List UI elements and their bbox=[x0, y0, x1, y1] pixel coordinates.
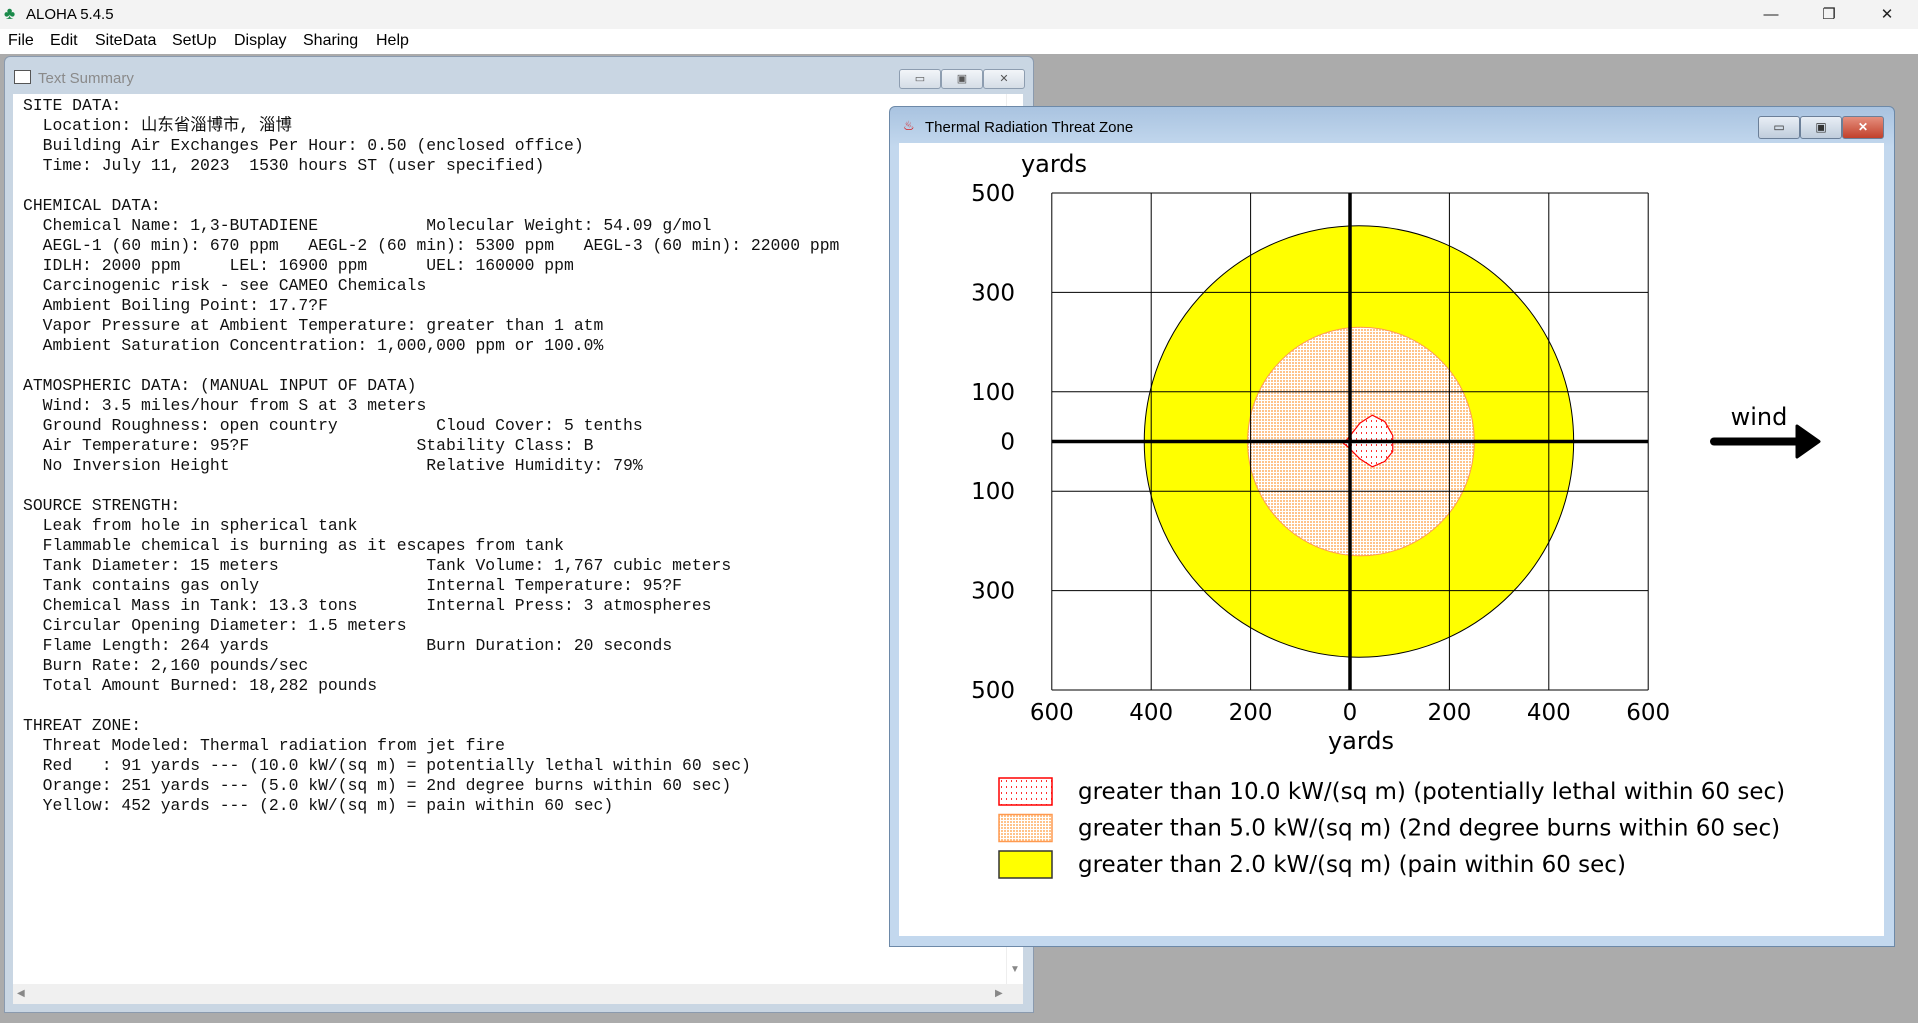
text-summary-restore-button[interactable]: ▣ bbox=[941, 69, 983, 89]
menu-bar: File Edit SiteData SetUp Display Sharing… bbox=[0, 29, 1918, 54]
menu-help[interactable]: Help bbox=[376, 32, 409, 49]
scroll-right-arrow-icon[interactable]: ▶ bbox=[995, 988, 1003, 999]
scroll-left-arrow-icon[interactable]: ◀ bbox=[17, 988, 25, 999]
scroll-down-arrow-icon[interactable]: ▼ bbox=[1010, 964, 1020, 975]
menu-sitedata[interactable]: SiteData bbox=[95, 32, 157, 49]
summary-line: Yellow: 452 yards --- (2.0 kW/(sq m) = p… bbox=[23, 796, 614, 815]
summary-line bbox=[23, 696, 839, 716]
threat-zone-restore-button[interactable]: ▣ bbox=[1800, 116, 1842, 139]
minimize-button[interactable]: — bbox=[1763, 6, 1779, 23]
threat-zone-title: Thermal Radiation Threat Zone bbox=[925, 119, 1134, 136]
threat-zone-plot-area: 600 400 200 0 200 400 600 500 300 100 0 100 300 500 y… bbox=[899, 143, 1884, 936]
summary-line: AEGL-1 (60 min): 670 ppm AEGL-2 (60 min)… bbox=[23, 236, 840, 255]
summary-line: Tank Diameter: 15 meters Tank Volume: 1,… bbox=[23, 556, 732, 575]
section-heading: SITE DATA: bbox=[23, 96, 122, 115]
threat-zone-close-button[interactable]: ✕ bbox=[1842, 116, 1884, 139]
summary-line: Burn Rate: 2,160 pounds/sec bbox=[23, 656, 309, 675]
summary-line: IDLH: 2000 ppm LEL: 16900 ppm UEL: 16000… bbox=[23, 256, 574, 275]
summary-line: Location: 山东省淄博市, 淄博 bbox=[23, 116, 292, 135]
text-summary-content[interactable]: SITE DATA: Location: 山东省淄博市, 淄博 Building… bbox=[13, 94, 1023, 984]
section-heading: THREAT ZONE: bbox=[23, 716, 142, 735]
y-tick-label: 500 bbox=[971, 678, 1015, 704]
summary-line bbox=[23, 356, 839, 376]
legend-label-yellow: greater than 2.0 kW/(sq m) (pain within … bbox=[1078, 852, 1626, 878]
summary-line: Tank contains gas only Internal Temperat… bbox=[23, 576, 683, 595]
summary-line: Leak from hole in spherical tank bbox=[23, 516, 358, 535]
summary-line: Flammable chemical is burning as it esca… bbox=[23, 536, 564, 555]
palm-tree-icon: ♣ bbox=[4, 4, 16, 23]
y-tick-label: 300 bbox=[971, 579, 1015, 605]
section-heading: CHEMICAL DATA: bbox=[23, 196, 161, 215]
menu-edit[interactable]: Edit bbox=[50, 32, 78, 49]
legend-swatch-orange bbox=[998, 813, 1053, 843]
y-tick-label: 500 bbox=[971, 181, 1015, 207]
text-summary-minimize-button[interactable]: ▭ bbox=[899, 69, 941, 89]
y-tick-label: 300 bbox=[971, 280, 1015, 306]
summary-line: Wind: 3.5 miles/hour from S at 3 meters bbox=[23, 396, 427, 415]
y-tick-label: 0 bbox=[1000, 430, 1015, 456]
x-axis-label: yards bbox=[1328, 727, 1394, 755]
summary-line: Vapor Pressure at Ambient Temperature: g… bbox=[23, 316, 604, 335]
summary-line: Orange: 251 yards --- (5.0 kW/(sq m) = 2… bbox=[23, 776, 732, 795]
menu-setup[interactable]: SetUp bbox=[172, 32, 217, 49]
menu-file[interactable]: File bbox=[8, 32, 34, 49]
legend-label-red: greater than 10.0 kW/(sq m) (potentially… bbox=[1078, 779, 1785, 805]
summary-line: No Inversion Height Relative Humidity: 7… bbox=[23, 456, 643, 475]
summary-line: Ambient Saturation Concentration: 1,000,… bbox=[23, 336, 604, 355]
summary-line: Threat Modeled: Thermal radiation from j… bbox=[23, 736, 505, 755]
x-tick-label: 200 bbox=[1229, 700, 1273, 726]
restore-button[interactable]: ❐ bbox=[1822, 6, 1836, 23]
menu-display[interactable]: Display bbox=[234, 32, 287, 49]
summary-line: Air Temperature: 95?F Stability Class: B bbox=[23, 436, 594, 455]
summary-line bbox=[23, 476, 839, 496]
text-summary-close-button[interactable]: ✕ bbox=[983, 69, 1025, 89]
legend-label-orange: greater than 5.0 kW/(sq m) (2nd degree b… bbox=[1078, 816, 1780, 842]
x-tick-label: 600 bbox=[1626, 700, 1670, 726]
summary-line: Chemical Mass in Tank: 13.3 tons Interna… bbox=[23, 596, 712, 615]
summary-line: Total Amount Burned: 18,282 pounds bbox=[23, 676, 378, 695]
summary-line: Circular Opening Diameter: 1.5 meters bbox=[23, 616, 407, 635]
summary-line bbox=[23, 176, 839, 196]
wind-label: wind bbox=[1731, 403, 1788, 431]
text-summary-window: Text Summary ▭ ▣ ✕ SITE DATA: Location: … bbox=[4, 56, 1034, 1013]
threat-zone-window: ♨ Thermal Radiation Threat Zone ▭ ▣ ✕ 60… bbox=[889, 106, 1895, 947]
summary-line: Flame Length: 264 yards Burn Duration: 2… bbox=[23, 636, 673, 655]
wind-arrow-icon bbox=[1710, 424, 1821, 459]
x-tick-label: 200 bbox=[1427, 700, 1471, 726]
summary-text: SITE DATA: Location: 山东省淄博市, 淄博 Building… bbox=[23, 96, 839, 816]
x-tick-label: 0 bbox=[1343, 700, 1358, 726]
summary-line: Carcinogenic risk - see CAMEO Chemicals bbox=[23, 276, 427, 295]
legend-swatch-yellow bbox=[998, 850, 1053, 879]
summary-line: Red : 91 yards --- (10.0 kW/(sq m) = pot… bbox=[23, 756, 751, 775]
horizontal-scrollbar[interactable]: ◀ ▶ bbox=[13, 984, 1023, 1004]
summary-line: Building Air Exchanges Per Hour: 0.50 (e… bbox=[23, 136, 584, 155]
threat-zone-chart: 600 400 200 0 200 400 600 500 300 100 0 100 300 500 y… bbox=[971, 150, 1821, 879]
y-tick-label: 100 bbox=[971, 479, 1015, 505]
section-heading: SOURCE STRENGTH: bbox=[23, 496, 181, 515]
x-tick-label: 600 bbox=[1030, 700, 1074, 726]
app-title: ALOHA 5.4.5 bbox=[26, 6, 114, 23]
summary-line: Ground Roughness: open country Cloud Cov… bbox=[23, 416, 643, 435]
threat-zone-minimize-button[interactable]: ▭ bbox=[1758, 116, 1800, 139]
y-axis-label: yards bbox=[1021, 150, 1087, 178]
text-summary-icon bbox=[14, 70, 31, 84]
summary-line: Time: July 11, 2023 1530 hours ST (user … bbox=[23, 156, 545, 175]
y-tick-label: 100 bbox=[971, 380, 1015, 406]
section-heading: ATMOSPHERIC DATA: (MANUAL INPUT OF DATA) bbox=[23, 376, 417, 395]
summary-line: Chemical Name: 1,3-BUTADIENE Molecular W… bbox=[23, 216, 712, 235]
text-summary-title: Text Summary bbox=[38, 70, 134, 87]
x-tick-label: 400 bbox=[1527, 700, 1571, 726]
app-title-bar: ♣ ALOHA 5.4.5 — ❐ ✕ bbox=[0, 0, 1918, 29]
menu-sharing[interactable]: Sharing bbox=[303, 32, 359, 49]
flame-icon: ♨ bbox=[903, 118, 915, 133]
x-tick-label: 400 bbox=[1129, 700, 1173, 726]
summary-line: Ambient Boiling Point: 17.7?F bbox=[23, 296, 328, 315]
close-button[interactable]: ✕ bbox=[1880, 6, 1894, 23]
legend-swatch-red bbox=[998, 777, 1053, 806]
